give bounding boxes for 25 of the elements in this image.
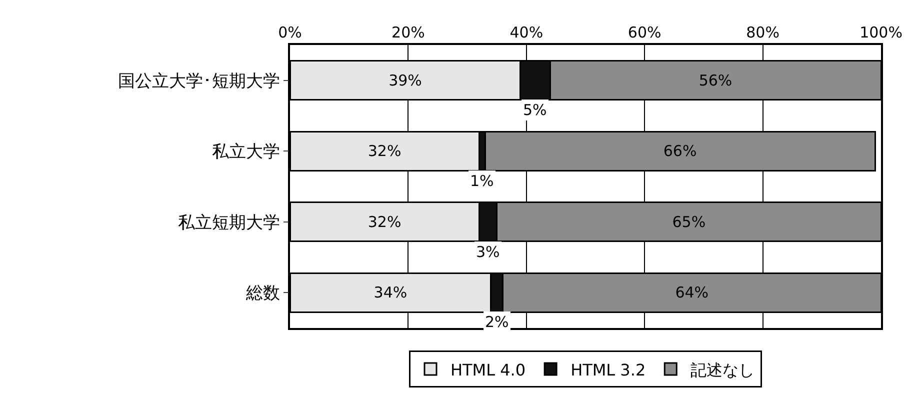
- data-label: 2%: [485, 313, 509, 331]
- y-tick-label: 私立短期大学: [178, 212, 280, 233]
- legend-label: HTML 3.2: [570, 360, 646, 380]
- data-label: 32%: [368, 212, 402, 231]
- x-tick-label: 20%: [392, 23, 425, 42]
- legend-label: HTML 4.0: [450, 360, 526, 380]
- data-label: 64%: [675, 284, 709, 302]
- data-label: 5%: [523, 101, 547, 119]
- data-label: 56%: [698, 71, 732, 90]
- y-tick-label: 国公立大学･短期大学: [118, 71, 280, 92]
- x-tick-label: 40%: [510, 23, 544, 42]
- legend-label: 記述なし: [690, 360, 755, 380]
- x-tick-label: 80%: [746, 23, 780, 42]
- data-label: 65%: [672, 212, 706, 231]
- data-label: 3%: [476, 243, 500, 261]
- data-label: 34%: [374, 284, 408, 302]
- x-tick-label: 0%: [278, 23, 302, 42]
- y-tick-label: 総数: [244, 284, 280, 304]
- data-label: 39%: [388, 71, 422, 90]
- data-label: 32%: [368, 142, 402, 160]
- x-tick-label: 60%: [628, 23, 662, 42]
- y-tick-label: 私立大学: [212, 142, 280, 162]
- data-label: 66%: [663, 142, 697, 160]
- x-tick-label: 100%: [860, 23, 902, 42]
- data-label: 1%: [470, 172, 494, 190]
